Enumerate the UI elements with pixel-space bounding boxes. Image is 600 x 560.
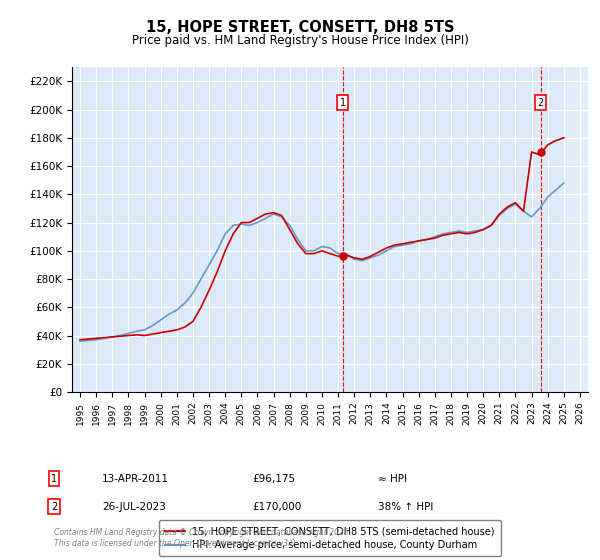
Text: Price paid vs. HM Land Registry's House Price Index (HPI): Price paid vs. HM Land Registry's House …: [131, 34, 469, 46]
Text: 38% ↑ HPI: 38% ↑ HPI: [378, 502, 433, 512]
Text: 26-JUL-2023: 26-JUL-2023: [102, 502, 166, 512]
Text: 13-APR-2011: 13-APR-2011: [102, 474, 169, 484]
Text: 1: 1: [340, 97, 346, 108]
Text: ≈ HPI: ≈ HPI: [378, 474, 407, 484]
Text: 2: 2: [538, 97, 544, 108]
Text: Contains HM Land Registry data © Crown copyright and database right 2025.
This d: Contains HM Land Registry data © Crown c…: [54, 528, 351, 548]
Bar: [564, 67, 588, 392]
Text: 1: 1: [51, 474, 57, 484]
Text: £96,175: £96,175: [252, 474, 295, 484]
Legend: 15, HOPE STREET, CONSETT, DH8 5TS (semi-detached house), HPI: Average price, sem: 15, HOPE STREET, CONSETT, DH8 5TS (semi-…: [160, 520, 500, 556]
Text: £170,000: £170,000: [252, 502, 301, 512]
Text: 2: 2: [51, 502, 57, 512]
Text: 15, HOPE STREET, CONSETT, DH8 5TS: 15, HOPE STREET, CONSETT, DH8 5TS: [146, 20, 454, 35]
